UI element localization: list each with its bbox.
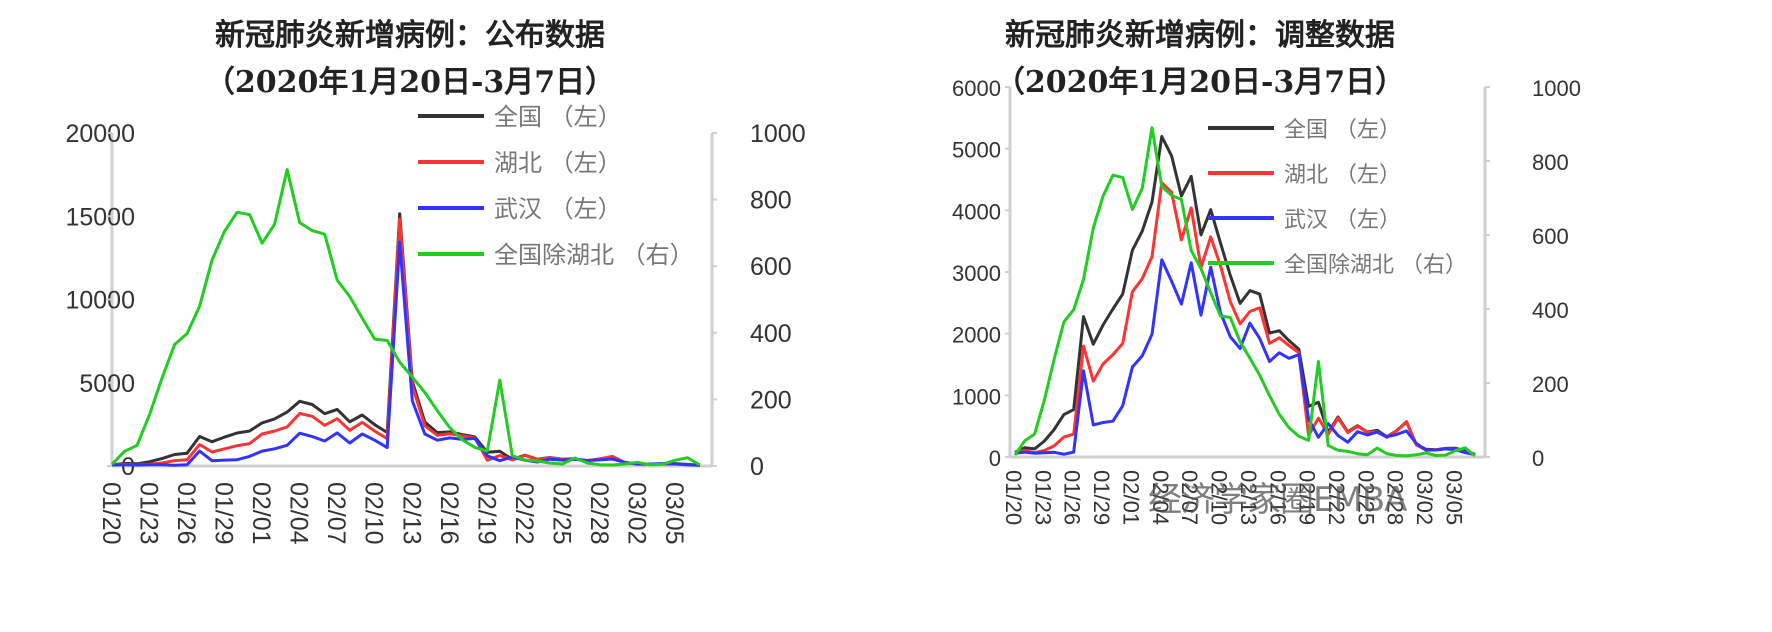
x-axis-tick-label: 02/28	[1383, 470, 1408, 525]
x-axis-tick-label: 02/19	[1295, 470, 1320, 525]
x-axis-tick-label: 02/16	[435, 482, 463, 545]
x-axis-tick-label: 02/19	[472, 482, 500, 545]
chart-published-panel: 新冠肺炎新增病例：公布数据 （2020年1月20日-3月7日） 0 5000 100…	[0, 0, 880, 632]
left-axis-tick-label: 10000	[65, 287, 135, 315]
left-axis-tick-label: 6000	[952, 76, 1001, 101]
legend-label: 全国 （左）	[1284, 118, 1401, 143]
series-line-wuhan	[1014, 258, 1476, 456]
right-axis-tick-label: 400	[1532, 298, 1569, 323]
right-axis-tick-label: 400	[750, 320, 792, 348]
right-axis-tick-label: 800	[1532, 150, 1569, 175]
legend-label: 湖北 （左）	[494, 149, 622, 177]
right-axis-tick-label: 600	[750, 253, 792, 281]
right-axis-tick-label: 0	[1532, 446, 1544, 471]
x-axis-tick-label: 02/28	[585, 482, 613, 545]
left-axis-tick-label: 2000	[952, 323, 1001, 348]
legend-label: 全国除湖北 （右）	[1284, 253, 1467, 278]
legend: 全国 （左） 湖北 （左） 武汉 （左） 全国除湖北 （右）	[1208, 118, 1467, 278]
left-axis-tick-label: 4000	[952, 199, 1001, 224]
left-axis-tick-label: 15000	[65, 203, 135, 231]
chart-adjusted-panel: 新冠肺炎新增病例：调整数据 （2020年1月20日-3月7日） 0 1000 200…	[880, 0, 1772, 632]
x-axis-tick-label: 01/20	[1001, 470, 1026, 525]
right-axis-tick-label: 200	[1532, 372, 1569, 397]
x-axis-tick-label: 03/02	[622, 482, 650, 545]
x-axis-tick-label: 02/10	[1207, 470, 1232, 525]
x-axis-tick-label: 02/07	[322, 482, 350, 545]
right-axis-tick-label: 1000	[1532, 76, 1581, 101]
series-line-national	[1014, 135, 1476, 456]
x-axis-tick-label: 02/04	[1148, 470, 1173, 525]
chart-title-line1: 新冠肺炎新增病例：调整数据	[1005, 18, 1395, 53]
left-axis-tick-label: 3000	[952, 261, 1001, 286]
right-axis-tick-label: 0	[750, 453, 764, 481]
series-line-wuhan	[111, 240, 701, 467]
right-axis-tick-label: 800	[750, 187, 792, 215]
x-axis-tick-label: 01/29	[1089, 470, 1114, 525]
legend-label: 武汉 （左）	[1284, 208, 1401, 233]
x-axis-tick-label: 03/05	[660, 482, 688, 545]
x-axis-tick-label: 01/26	[1060, 470, 1085, 525]
legend-label: 湖北 （左）	[1284, 163, 1401, 188]
chart-adjusted-plot: 0 1000 2000 3000 4000 5000 6000 0 200 400 600 800 10…	[952, 76, 1581, 525]
x-axis-tick-label: 02/22	[1324, 470, 1349, 525]
series-line-ex_hubei	[110, 168, 701, 467]
chart-title-line2: （2020年1月20日-3月7日）	[204, 65, 616, 100]
x-axis-tick-label: 03/05	[1441, 470, 1466, 525]
x-axis-tick-label: 02/25	[1353, 470, 1378, 525]
chart-title-line1: 新冠肺炎新增病例：公布数据	[215, 18, 605, 53]
x-axis-tick-label: 01/20	[97, 482, 125, 545]
left-axis-tick-label: 20000	[65, 120, 135, 148]
right-axis-tick-label: 600	[1532, 224, 1569, 249]
x-axis-tick-label: 02/07	[1177, 470, 1202, 525]
chart-title-line2: （2020年1月20日-3月7日）	[994, 65, 1406, 100]
x-axis-tick-label: 02/01	[247, 482, 275, 545]
right-axis-tick-label: 200	[750, 386, 792, 414]
watermark: 经济学家圈EMBA	[1148, 480, 1407, 520]
series-line-hubei	[1014, 181, 1476, 456]
x-axis-tick-label: 02/25	[547, 482, 575, 545]
left-axis-tick-label: 5000	[952, 138, 1001, 163]
right-axis-tick-label: 1000	[750, 120, 806, 148]
x-axis-tick-label: 02/01	[1118, 470, 1143, 525]
x-axis-tick-label: 02/04	[285, 482, 313, 545]
x-axis-tick-label: 02/13	[397, 482, 425, 545]
x-axis-tick-label: 01/23	[135, 482, 163, 545]
chart-published-plot: 050001000015000200000200400600800100001/…	[65, 103, 806, 545]
x-axis-tick-label: 02/10	[360, 482, 388, 545]
legend-label: 全国除湖北 （右）	[494, 241, 694, 269]
x-axis-tick-label: 03/02	[1412, 470, 1437, 525]
x-axis-tick-label: 02/22	[510, 482, 538, 545]
x-axis-tick-label: 02/16	[1265, 470, 1290, 525]
x-axis-tick-label: 02/13	[1236, 470, 1261, 525]
legend: 全国 （左） 湖北 （左） 武汉 （左） 全国除湖北 （右）	[418, 103, 694, 269]
left-axis-tick-label: 1000	[952, 384, 1001, 409]
left-axis-tick-label: 0	[989, 446, 1001, 471]
legend-label: 全国 （左）	[494, 103, 622, 131]
x-axis-tick-label: 01/23	[1030, 470, 1055, 525]
legend-label: 武汉 （左）	[494, 195, 622, 223]
x-axis-tick-label: 01/29	[210, 482, 238, 545]
series-line-ex_hubei	[1013, 126, 1476, 458]
left-axis-tick-label: 0	[121, 453, 135, 481]
x-axis-tick-label: 01/26	[172, 482, 200, 545]
